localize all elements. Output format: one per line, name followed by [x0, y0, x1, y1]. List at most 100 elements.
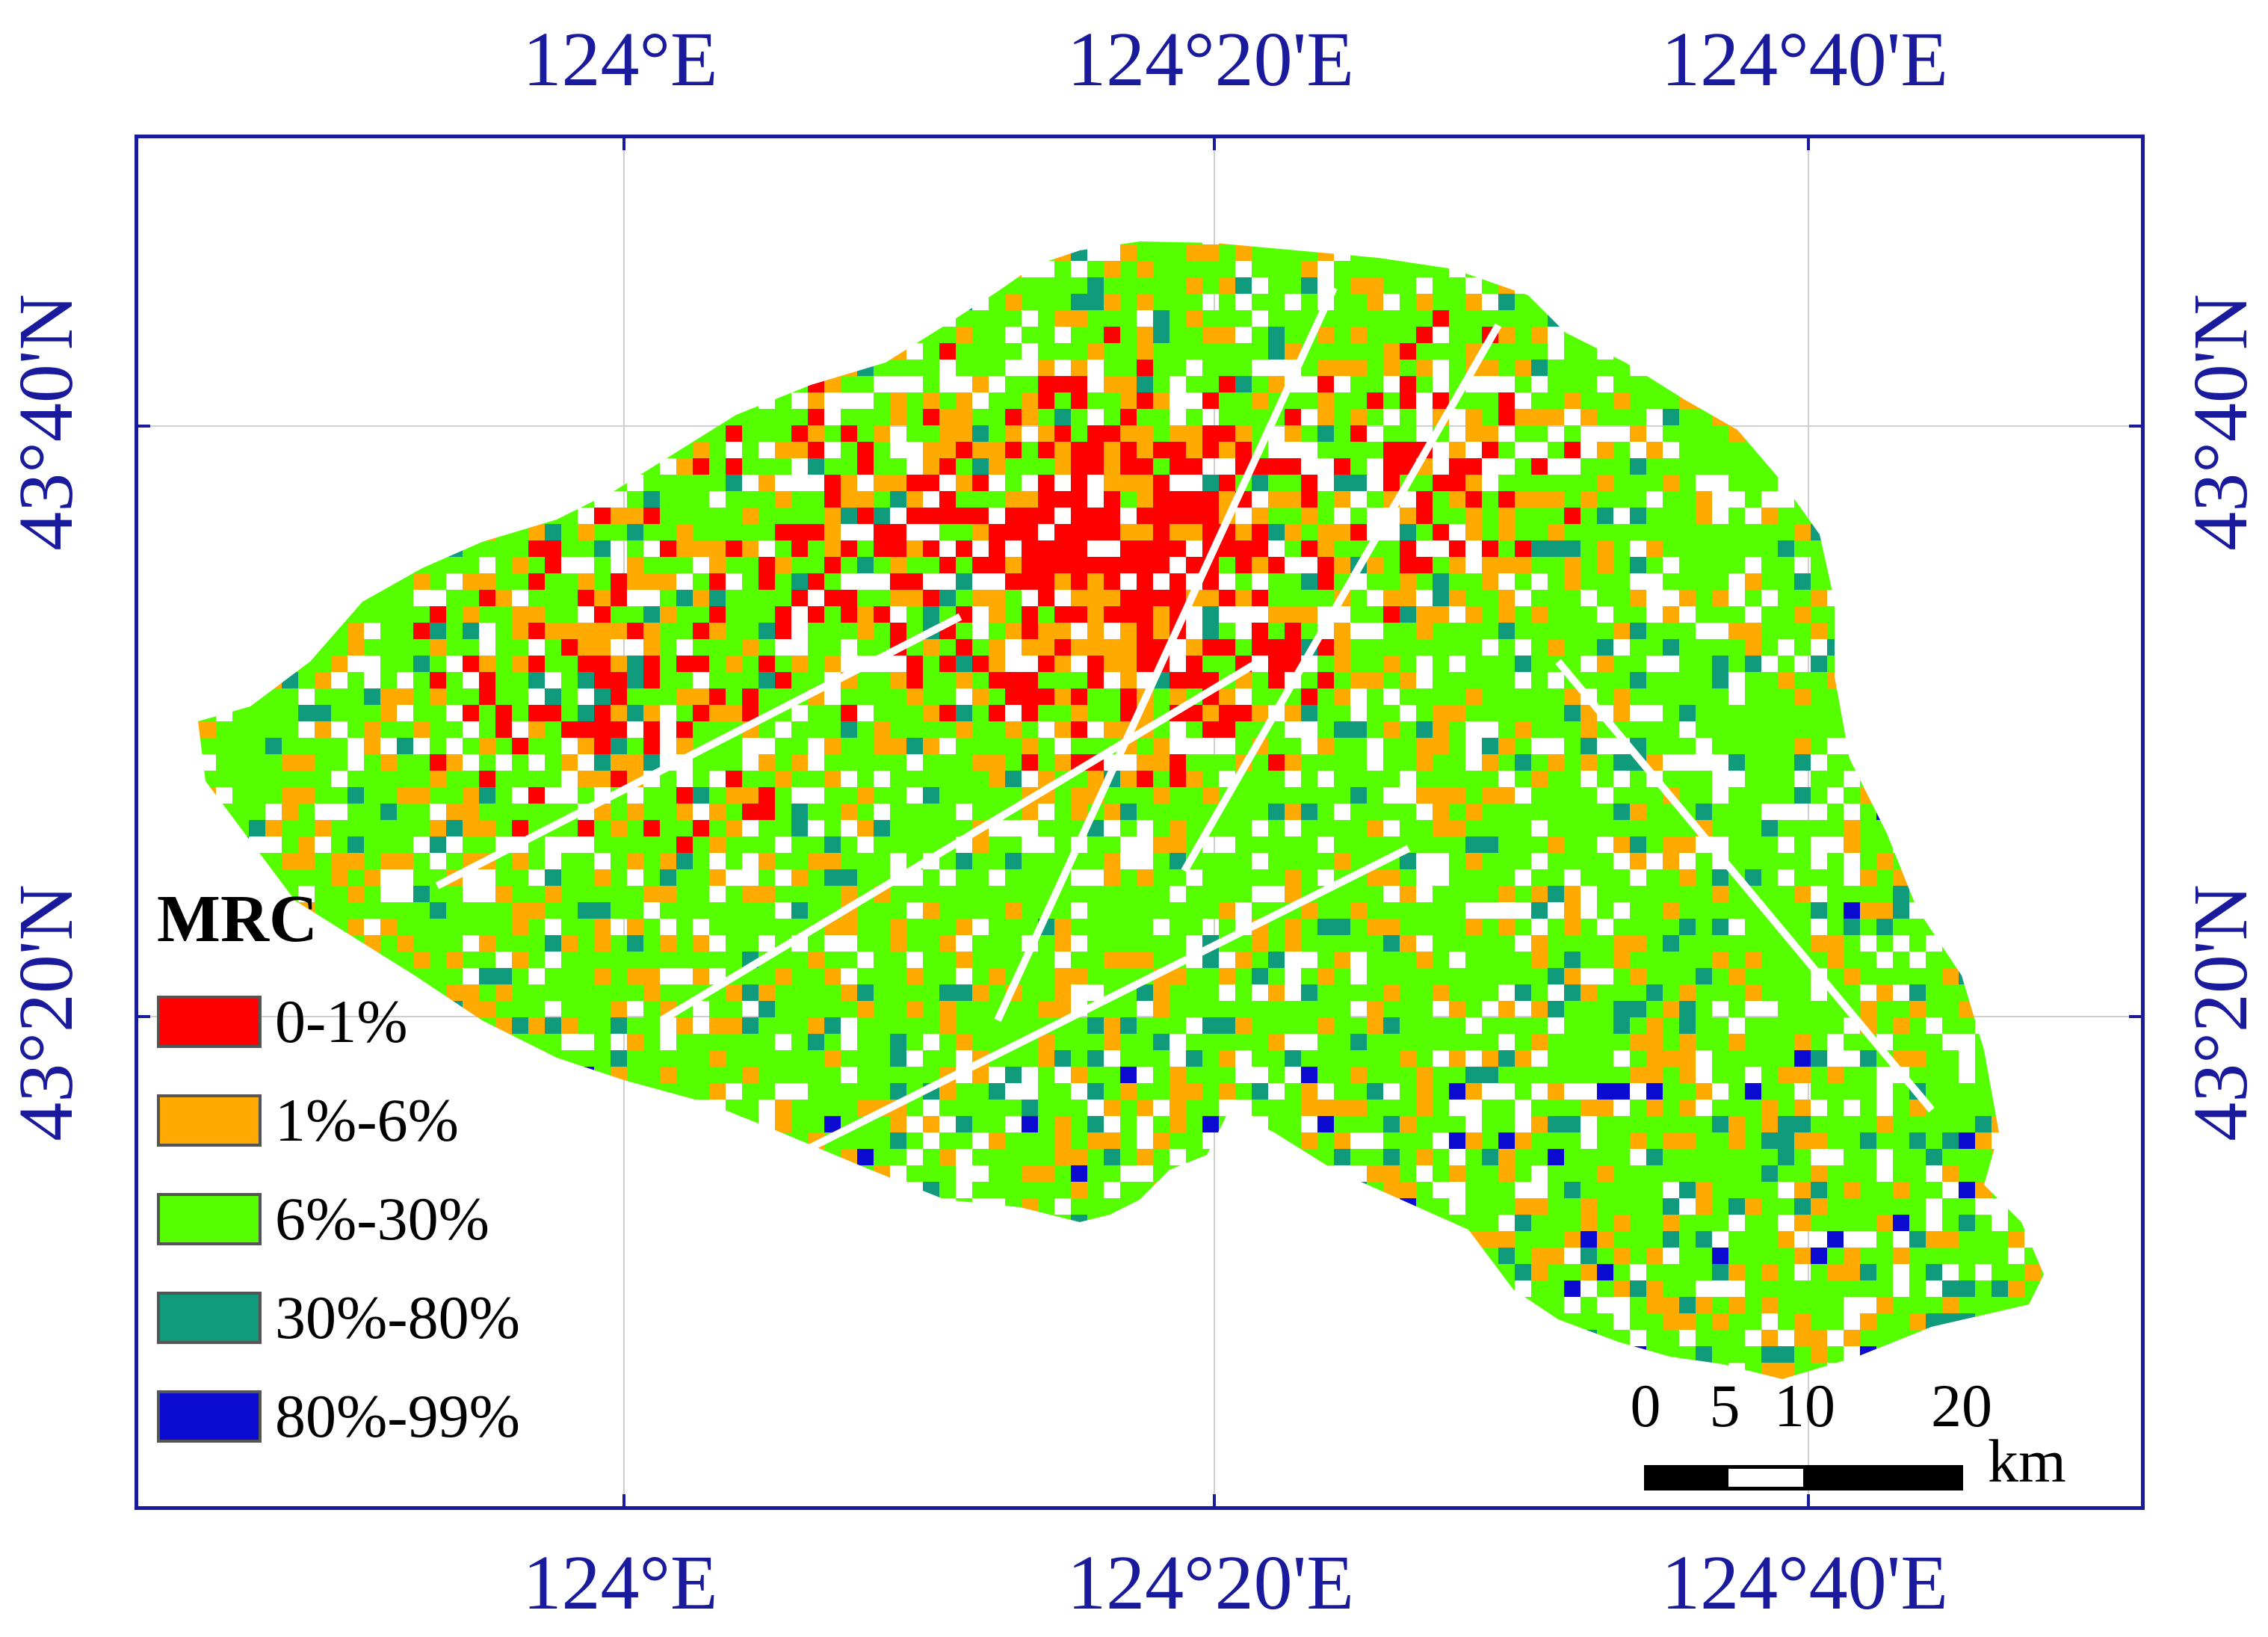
- raster-cell: [1992, 787, 2008, 804]
- raster-cell: [1761, 869, 1778, 886]
- raster-cell: [874, 524, 890, 540]
- raster-cell: [972, 1001, 989, 1017]
- raster-cell: [1367, 1067, 1383, 1083]
- raster-cell: [1761, 261, 1778, 277]
- raster-cell: [791, 836, 808, 853]
- raster-cell: [2024, 639, 2041, 656]
- raster-cell: [1334, 886, 1350, 902]
- raster-cell: [1235, 1017, 1252, 1034]
- raster-cell: [1498, 1001, 1515, 1017]
- raster-cell: [1679, 1050, 1696, 1067]
- raster-cell: [1564, 952, 1581, 968]
- raster-cell: [1876, 886, 1893, 902]
- raster-cell: [1219, 310, 1235, 327]
- raster-cell: [1038, 623, 1054, 639]
- raster-cell: [1120, 343, 1137, 360]
- raster-cell: [923, 656, 939, 672]
- raster-cell: [1778, 261, 1794, 277]
- raster-cell: [709, 820, 726, 836]
- raster-cell: [808, 623, 824, 639]
- raster-cell: [775, 886, 791, 902]
- raster-cell: [1482, 524, 1498, 540]
- raster-cell: [1613, 869, 1630, 886]
- raster-cell: [2057, 721, 2074, 738]
- raster-cell: [1317, 705, 1334, 721]
- raster-cell: [495, 590, 512, 606]
- raster-cell: [1613, 672, 1630, 688]
- raster-cell: [906, 310, 923, 327]
- raster-cell: [1515, 376, 1531, 392]
- raster-cell: [693, 294, 709, 310]
- raster-cell: [1202, 656, 1219, 672]
- raster-cell: [1400, 820, 1416, 836]
- raster-cell: [1120, 442, 1137, 458]
- raster-cell: [545, 475, 561, 491]
- raster-cell: [380, 705, 397, 721]
- raster-cell: [1811, 458, 1827, 475]
- raster-cell: [1975, 754, 1992, 771]
- raster-cell: [430, 327, 446, 343]
- raster-cell: [200, 606, 216, 623]
- raster-cell: [1416, 984, 1433, 1001]
- raster-cell: [216, 376, 232, 392]
- raster-cell: [1022, 573, 1038, 590]
- raster-cell: [1235, 573, 1252, 590]
- raster-cell: [397, 360, 413, 376]
- raster-cell: [430, 475, 446, 491]
- raster-cell: [841, 606, 857, 623]
- raster-cell: [989, 590, 1005, 606]
- raster-cell: [2041, 425, 2044, 442]
- raster-cell: [1235, 343, 1252, 360]
- raster-cell: [742, 656, 758, 672]
- raster-cell: [1400, 327, 1416, 343]
- raster-cell: [1120, 458, 1137, 475]
- raster-cell: [1465, 836, 1482, 853]
- raster-cell: [1531, 1067, 1548, 1083]
- raster-cell: [660, 524, 676, 540]
- raster-cell: [1334, 787, 1350, 804]
- raster-cell: [906, 508, 923, 524]
- raster-cell: [1876, 409, 1893, 425]
- raster-cell: [1104, 705, 1120, 721]
- raster-cell: [1137, 787, 1153, 804]
- raster-cell: [1252, 836, 1268, 853]
- raster-cell: [1153, 261, 1169, 277]
- raster-cell: [1679, 886, 1696, 902]
- raster-cell: [1317, 327, 1334, 343]
- raster-cell: [1581, 475, 1597, 491]
- raster-cell: [2024, 984, 2041, 1001]
- raster-cell: [1038, 425, 1054, 442]
- raster-cell: [1350, 886, 1367, 902]
- raster-cell: [1893, 853, 1909, 869]
- raster-cell: [758, 1034, 775, 1050]
- raster-cell: [676, 1017, 693, 1034]
- raster-cell: [446, 590, 463, 606]
- raster-cell: [1482, 886, 1498, 902]
- raster-cell: [1252, 935, 1268, 952]
- raster-cell: [923, 754, 939, 771]
- raster-cell: [643, 639, 660, 656]
- raster-cell: [1416, 688, 1433, 705]
- raster-cell: [709, 1001, 726, 1017]
- raster-cell: [347, 705, 364, 721]
- raster-cell: [1531, 277, 1548, 294]
- raster-cell: [1087, 606, 1104, 623]
- raster-cell: [1564, 1050, 1581, 1067]
- raster-cell: [890, 754, 906, 771]
- raster-cell: [594, 425, 611, 442]
- raster-cell: [972, 688, 989, 705]
- raster-cell: [1630, 984, 1646, 1001]
- raster-cell: [1383, 672, 1400, 688]
- raster-cell: [643, 241, 660, 244]
- raster-cell: [709, 1050, 726, 1067]
- raster-cell: [1285, 754, 1301, 771]
- raster-cell: [972, 968, 989, 984]
- raster-cell: [693, 327, 709, 343]
- raster-cell: [2041, 310, 2044, 327]
- raster-cell: [874, 508, 890, 524]
- raster-cell: [1169, 573, 1186, 590]
- raster-cell: [627, 804, 643, 820]
- raster-cell: [1844, 425, 1860, 442]
- raster-cell: [2057, 853, 2074, 869]
- raster-cell: [1876, 261, 1893, 277]
